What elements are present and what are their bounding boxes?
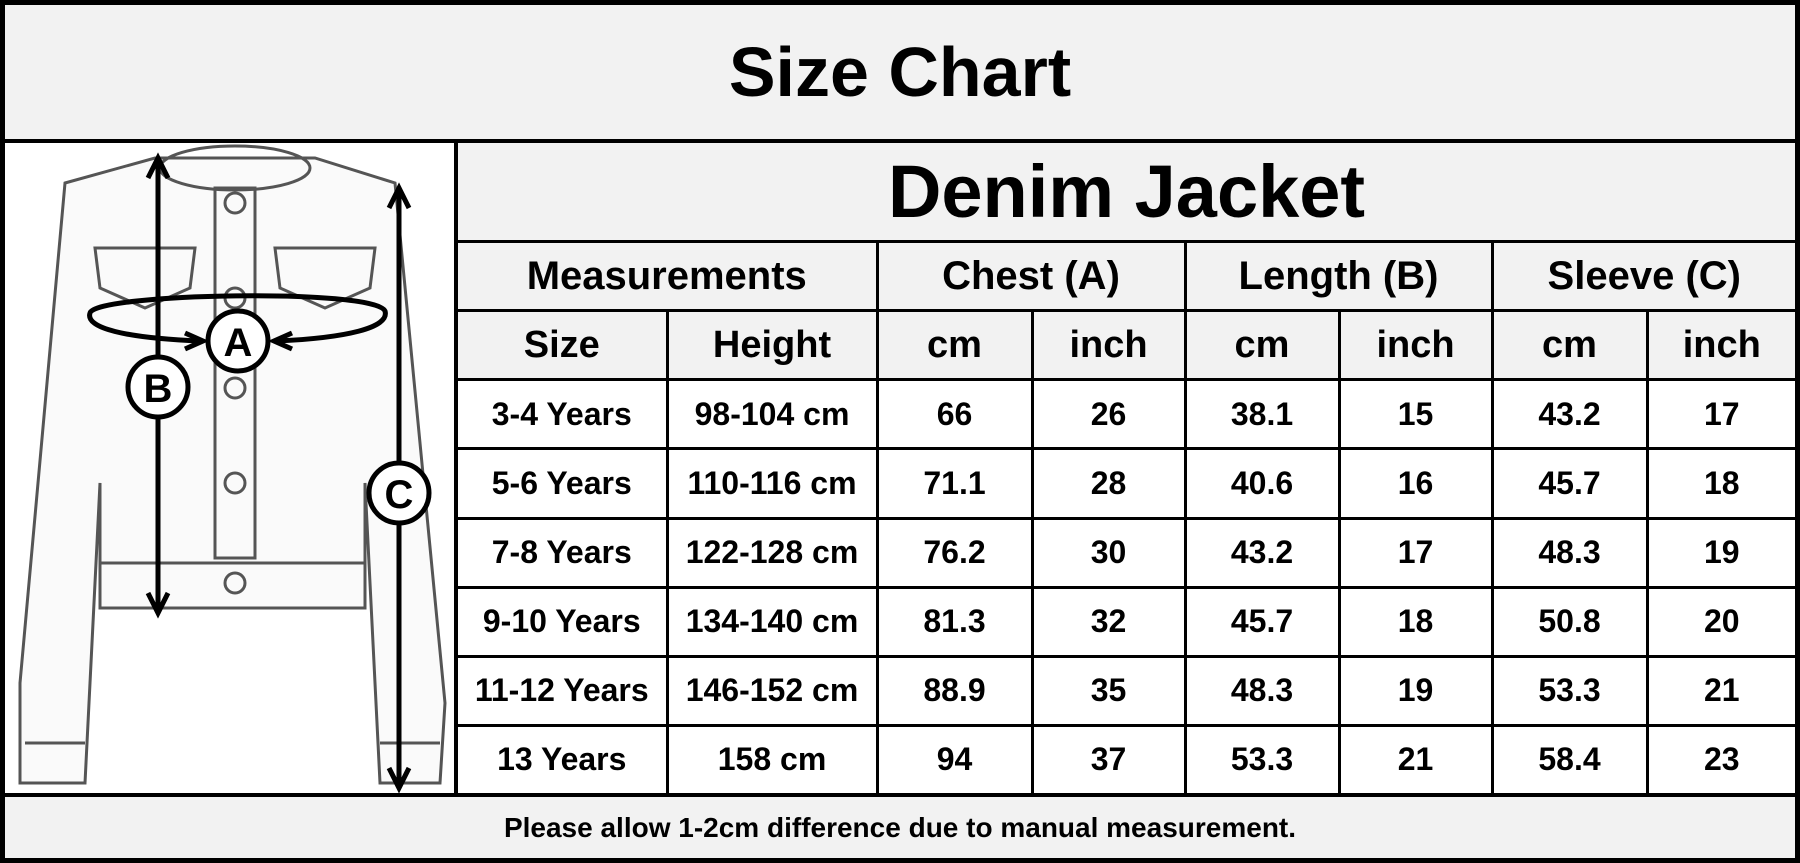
table-cell: 48.3 xyxy=(1183,654,1341,727)
table-cell: 122-128 cm xyxy=(665,516,879,589)
table-cell: 18 xyxy=(1337,585,1494,658)
table-cell: 3-4 Years xyxy=(458,378,669,451)
footnote: Please allow 1-2cm difference due to man… xyxy=(5,793,1795,858)
jacket-sketch: A B C xyxy=(18,144,447,794)
table-cell: 11-12 Years xyxy=(458,654,669,727)
table-cell: 66 xyxy=(875,378,1034,451)
table-cell: 30 xyxy=(1030,516,1187,589)
data-row: 13 Years 158 cm 94 37 53.3 21 58.4 23 xyxy=(458,723,1796,793)
group-header-row: Measurements Chest (A) Length (B) Sleeve (C… xyxy=(458,240,1796,313)
table-cell: 15 xyxy=(1337,378,1494,451)
jacket-diagram: A B C xyxy=(5,143,458,794)
size-table: Denim Jacket Measurements Chest (A) Length … xyxy=(458,143,1796,793)
column-header: Height xyxy=(665,309,879,382)
table-cell: 76.2 xyxy=(875,516,1034,589)
label-circle xyxy=(125,354,191,420)
table-cell: 50.8 xyxy=(1490,585,1649,658)
label-circle xyxy=(366,460,432,526)
column-header-row: Size Height cm inch cm inch cm inch xyxy=(458,309,1796,382)
arrow-heads xyxy=(145,152,171,619)
group-header: Chest (A) xyxy=(875,240,1187,313)
table-cell: 17 xyxy=(1337,516,1494,589)
measure-label: B xyxy=(144,367,173,411)
table-cell: 158 cm xyxy=(665,723,879,793)
group-header: Length (B) xyxy=(1183,240,1494,313)
column-header: inch xyxy=(1337,309,1494,382)
table-cell: 20 xyxy=(1645,585,1796,658)
table-cell: 71.1 xyxy=(875,447,1034,520)
data-row: 11-12 Years 146-152 cm 88.9 35 48.3 19 53.3 21 xyxy=(458,654,1796,727)
table-cell: 9-10 Years xyxy=(458,585,669,658)
table-cell: 5-6 Years xyxy=(458,447,669,520)
table-cell: 17 xyxy=(1645,378,1796,451)
table-cell: 7-8 Years xyxy=(458,516,669,589)
table-cell: 16 xyxy=(1337,447,1494,520)
table-cell: 110-116 cm xyxy=(665,447,879,520)
table-cell: 13 Years xyxy=(458,723,669,793)
column-header: cm xyxy=(875,309,1034,382)
jacket-outline xyxy=(18,156,447,785)
group-header: Measurements xyxy=(458,240,879,313)
chest-arrow xyxy=(87,293,388,344)
page-title: Size Chart xyxy=(5,5,1795,143)
data-row: 3-4 Years 98-104 cm 66 26 38.1 15 43.2 17 xyxy=(458,378,1796,451)
label-circle xyxy=(205,308,271,374)
column-header: cm xyxy=(1183,309,1341,382)
table-cell: 53.3 xyxy=(1490,654,1649,727)
table-cell: 98-104 cm xyxy=(665,378,879,451)
column-header: inch xyxy=(1645,309,1796,382)
group-header: Sleeve (C) xyxy=(1490,240,1796,313)
button xyxy=(223,191,247,215)
table-cell: 19 xyxy=(1645,516,1796,589)
column-header: inch xyxy=(1030,309,1187,382)
button xyxy=(223,376,247,400)
product-title: Denim Jacket xyxy=(458,143,1796,244)
data-row: 7-8 Years 122-128 cm 76.2 30 43.2 17 48.3 19 xyxy=(458,516,1796,589)
button xyxy=(223,471,247,495)
arrow-heads xyxy=(386,182,412,794)
table-cell: 134-140 cm xyxy=(665,585,879,658)
table-cell: 18 xyxy=(1645,447,1796,520)
data-row: 9-10 Years 134-140 cm 81.3 32 45.7 18 50.8 20 xyxy=(458,585,1796,658)
table-cell: 88.9 xyxy=(875,654,1034,727)
table-cell: 81.3 xyxy=(875,585,1034,658)
table-cell: 58.4 xyxy=(1490,723,1649,793)
table-cell: 45.7 xyxy=(1183,585,1341,658)
table-cell: 146-152 cm xyxy=(665,654,879,727)
table-cell: 94 xyxy=(875,723,1034,793)
button xyxy=(223,571,247,595)
table-cell: 26 xyxy=(1030,378,1187,451)
table-cell: 45.7 xyxy=(1490,447,1649,520)
table-cell: 38.1 xyxy=(1183,378,1341,451)
table-cell: 53.3 xyxy=(1183,723,1341,793)
table-cell: 43.2 xyxy=(1490,378,1649,451)
arrow-heads xyxy=(183,330,294,352)
table-cell: 32 xyxy=(1030,585,1187,658)
table-cell: 48.3 xyxy=(1490,516,1649,589)
measure-label: A xyxy=(224,321,253,365)
column-header: Size xyxy=(458,309,669,382)
table-cell: 28 xyxy=(1030,447,1187,520)
column-header: cm xyxy=(1490,309,1649,382)
table-cell: 21 xyxy=(1645,654,1796,727)
table-cell: 35 xyxy=(1030,654,1187,727)
table-cell: 21 xyxy=(1337,723,1494,793)
placket xyxy=(213,186,257,560)
table-cell: 23 xyxy=(1645,723,1796,793)
table-cell: 37 xyxy=(1030,723,1187,793)
data-row: 5-6 Years 110-116 cm 71.1 28 40.6 16 45.7 18 xyxy=(458,447,1796,520)
measure-label: C xyxy=(385,473,414,517)
product-row: Denim Jacket xyxy=(458,143,1796,244)
table-cell: 19 xyxy=(1337,654,1494,727)
table-cell: 40.6 xyxy=(1183,447,1341,520)
table-cell: 43.2 xyxy=(1183,516,1341,589)
